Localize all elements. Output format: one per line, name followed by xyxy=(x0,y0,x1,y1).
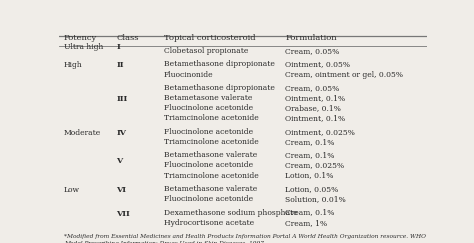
Text: Fluocinolone acetonide: Fluocinolone acetonide xyxy=(164,128,253,136)
Text: Fluocinolone acetonide: Fluocinolone acetonide xyxy=(164,161,253,169)
Text: Hydrocortisone acetate: Hydrocortisone acetate xyxy=(164,219,254,227)
Text: Solution, 0.01%: Solution, 0.01% xyxy=(285,195,346,203)
Text: Dexamethasone sodium phosphate: Dexamethasone sodium phosphate xyxy=(164,208,298,217)
Text: Betamethasone dipropionate: Betamethasone dipropionate xyxy=(164,61,275,69)
Text: Formulation: Formulation xyxy=(285,34,337,42)
Text: VII: VII xyxy=(116,210,130,218)
Text: Betamethasone valerate: Betamethasone valerate xyxy=(164,151,257,159)
Text: Cream, 0.025%: Cream, 0.025% xyxy=(285,161,344,169)
Text: Betamethasone dipropionate: Betamethasone dipropionate xyxy=(164,84,275,92)
Text: High: High xyxy=(64,61,82,69)
Text: Clobetasol propionate: Clobetasol propionate xyxy=(164,47,248,55)
Text: Cream, ointment or gel, 0.05%: Cream, ointment or gel, 0.05% xyxy=(285,70,403,78)
Text: Lotion, 0.1%: Lotion, 0.1% xyxy=(285,172,334,180)
Text: Topical corticosteroid: Topical corticosteroid xyxy=(164,34,255,42)
Text: I: I xyxy=(116,43,120,51)
Text: Triamcinolone acetonide: Triamcinolone acetonide xyxy=(164,138,259,146)
Text: Ultra high: Ultra high xyxy=(64,43,103,51)
Text: *Modified from Essential Medicines and Health Products Information Portal A Worl: *Modified from Essential Medicines and H… xyxy=(64,234,426,243)
Text: Cream, 0.05%: Cream, 0.05% xyxy=(285,84,339,92)
Text: Cream, 0.05%: Cream, 0.05% xyxy=(285,47,339,55)
Text: Cream, 0.1%: Cream, 0.1% xyxy=(285,151,335,159)
Text: Fluocinolone acetonide: Fluocinolone acetonide xyxy=(164,195,253,203)
Text: VI: VI xyxy=(116,186,126,194)
Text: Betamethasone valerate: Betamethasone valerate xyxy=(164,185,257,193)
Text: Class: Class xyxy=(116,34,139,42)
Text: Ointment, 0.1%: Ointment, 0.1% xyxy=(285,94,345,102)
Text: Ointment, 0.05%: Ointment, 0.05% xyxy=(285,61,350,69)
Text: II: II xyxy=(116,61,124,69)
Text: Lotion, 0.05%: Lotion, 0.05% xyxy=(285,185,338,193)
Text: IV: IV xyxy=(116,129,126,137)
Text: Fluocinonide: Fluocinonide xyxy=(164,70,214,78)
Text: Cream, 0.1%: Cream, 0.1% xyxy=(285,208,335,217)
Text: Cream, 1%: Cream, 1% xyxy=(285,219,327,227)
Text: Moderate: Moderate xyxy=(64,129,101,137)
Text: Triamcinolone acetonide: Triamcinolone acetonide xyxy=(164,114,259,122)
Text: Triamcinolone acetonide: Triamcinolone acetonide xyxy=(164,172,259,180)
Text: Low: Low xyxy=(64,186,80,194)
Text: III: III xyxy=(116,95,128,103)
Text: Ointment, 0.1%: Ointment, 0.1% xyxy=(285,114,345,122)
Text: Orabase, 0.1%: Orabase, 0.1% xyxy=(285,104,341,112)
Text: Betametasone valerate: Betametasone valerate xyxy=(164,94,252,102)
Text: V: V xyxy=(116,157,122,165)
Text: Cream, 0.1%: Cream, 0.1% xyxy=(285,138,335,146)
Text: Potency: Potency xyxy=(64,34,97,42)
Text: Fluocinolone acetonide: Fluocinolone acetonide xyxy=(164,104,253,112)
Text: Ointment, 0.025%: Ointment, 0.025% xyxy=(285,128,355,136)
